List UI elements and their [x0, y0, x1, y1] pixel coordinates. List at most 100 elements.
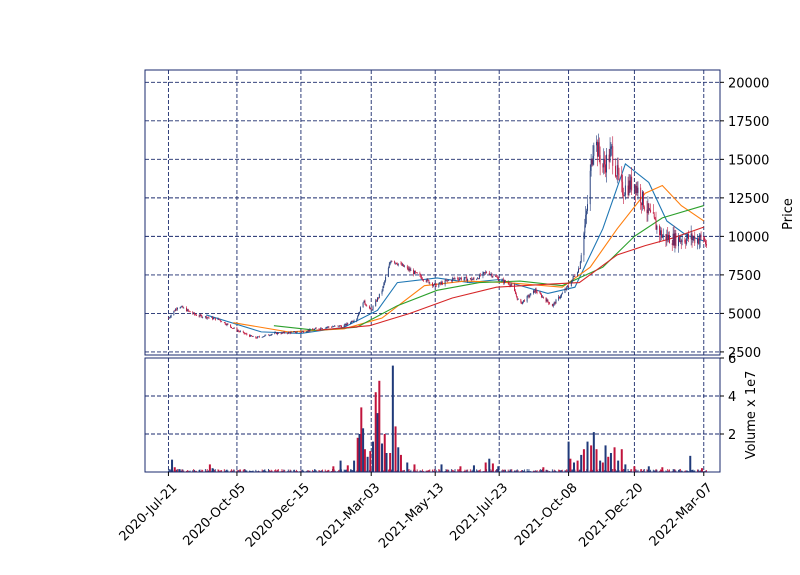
- volume-bar: [223, 469, 225, 472]
- volume-bar: [582, 449, 585, 472]
- candle-body: [440, 282, 442, 284]
- volume-bar: [217, 469, 219, 472]
- candle-body: [655, 219, 657, 230]
- candle-body: [426, 279, 428, 282]
- candle-body: [459, 278, 460, 280]
- candle-body: [485, 272, 487, 273]
- candle-body: [501, 279, 503, 281]
- volume-bar: [539, 469, 541, 472]
- candle-body: [539, 292, 541, 294]
- candle-body: [458, 278, 460, 280]
- volume-bar: [199, 469, 201, 472]
- candle-body: [536, 291, 538, 293]
- volume-bar: [264, 469, 266, 472]
- volume-bar: [422, 469, 424, 472]
- candle-body: [674, 233, 676, 246]
- candle-body: [573, 276, 575, 277]
- volume-bar: [225, 469, 227, 472]
- candle-body: [697, 238, 699, 244]
- candle-body: [212, 317, 214, 320]
- candle-body: [242, 331, 244, 333]
- volume-bar: [689, 455, 692, 472]
- candle-body: [629, 180, 631, 190]
- candle-body: [359, 307, 361, 312]
- volume-bar: [516, 469, 518, 472]
- candle-body: [570, 282, 572, 287]
- volume-bar: [208, 464, 211, 472]
- volume-bar: [572, 462, 575, 472]
- candle-body: [690, 233, 692, 239]
- candle-body: [359, 311, 360, 314]
- candle-body: [446, 280, 448, 281]
- candle-body: [249, 335, 251, 337]
- candle-body: [615, 176, 617, 178]
- candle-body: [356, 318, 358, 321]
- candle-body: [432, 282, 433, 286]
- candle-body: [271, 333, 273, 335]
- volume-bar: [420, 470, 422, 472]
- volume-bar: [692, 469, 694, 472]
- candle-body: [678, 237, 679, 247]
- candle-body: [402, 264, 404, 266]
- candle-body: [694, 236, 696, 244]
- volume-bar: [183, 470, 185, 472]
- volume-bar: [252, 470, 254, 472]
- volume-bar: [571, 469, 573, 472]
- candle-body: [529, 295, 531, 297]
- volume-bar: [505, 469, 506, 472]
- price-candles: [167, 133, 707, 339]
- candle-body: [220, 320, 222, 322]
- candle-body: [409, 268, 411, 271]
- candle-body: [252, 336, 254, 338]
- candle-body: [281, 332, 283, 334]
- volume-bar: [224, 470, 226, 472]
- candle-body: [280, 333, 282, 335]
- candle-body: [340, 325, 342, 327]
- volume-bar: [391, 365, 394, 472]
- candle-body: [610, 146, 612, 149]
- candle-body: [219, 319, 221, 321]
- volume-bar: [680, 470, 682, 472]
- volume-bar: [204, 469, 206, 472]
- volume-bar: [397, 447, 400, 472]
- candle-body: [454, 278, 456, 279]
- candle-body: [283, 331, 285, 333]
- candle-body: [207, 317, 209, 319]
- candle-body: [347, 323, 349, 324]
- candle-body: [312, 329, 314, 330]
- candle-body: [395, 262, 396, 264]
- volume-bar: [540, 469, 542, 472]
- volume-bar: [227, 470, 229, 472]
- candle-body: [213, 318, 214, 320]
- candle-body: [338, 325, 340, 327]
- candle-body: [302, 331, 304, 332]
- candle-body: [605, 164, 606, 173]
- volume-bar: [182, 469, 184, 472]
- volume-bar: [186, 470, 188, 472]
- volume-bar: [553, 469, 555, 472]
- volume-bar: [685, 470, 687, 472]
- volume-bar: [326, 470, 328, 472]
- candle-body: [262, 336, 264, 338]
- volume-bar: [535, 470, 537, 472]
- volume-bar: [309, 470, 311, 472]
- volume-bar: [287, 469, 289, 472]
- candle-body: [567, 285, 569, 287]
- volume-bar: [451, 469, 453, 472]
- candle-body: [307, 330, 309, 332]
- volume-bar: [467, 469, 469, 472]
- candle-body: [274, 332, 276, 334]
- candle-body: [314, 328, 316, 329]
- candle-body: [703, 237, 705, 241]
- volume-bar: [189, 470, 191, 472]
- candle-body: [565, 289, 567, 290]
- candle-body: [391, 261, 393, 262]
- candle-body: [450, 280, 452, 282]
- volume-bar: [641, 469, 643, 472]
- candle-body: [343, 325, 345, 328]
- volume-bar: [261, 469, 263, 472]
- volume-bar: [290, 470, 292, 472]
- candle-body: [465, 276, 467, 278]
- volume-bar: [425, 470, 427, 472]
- volume-bar: [193, 469, 195, 472]
